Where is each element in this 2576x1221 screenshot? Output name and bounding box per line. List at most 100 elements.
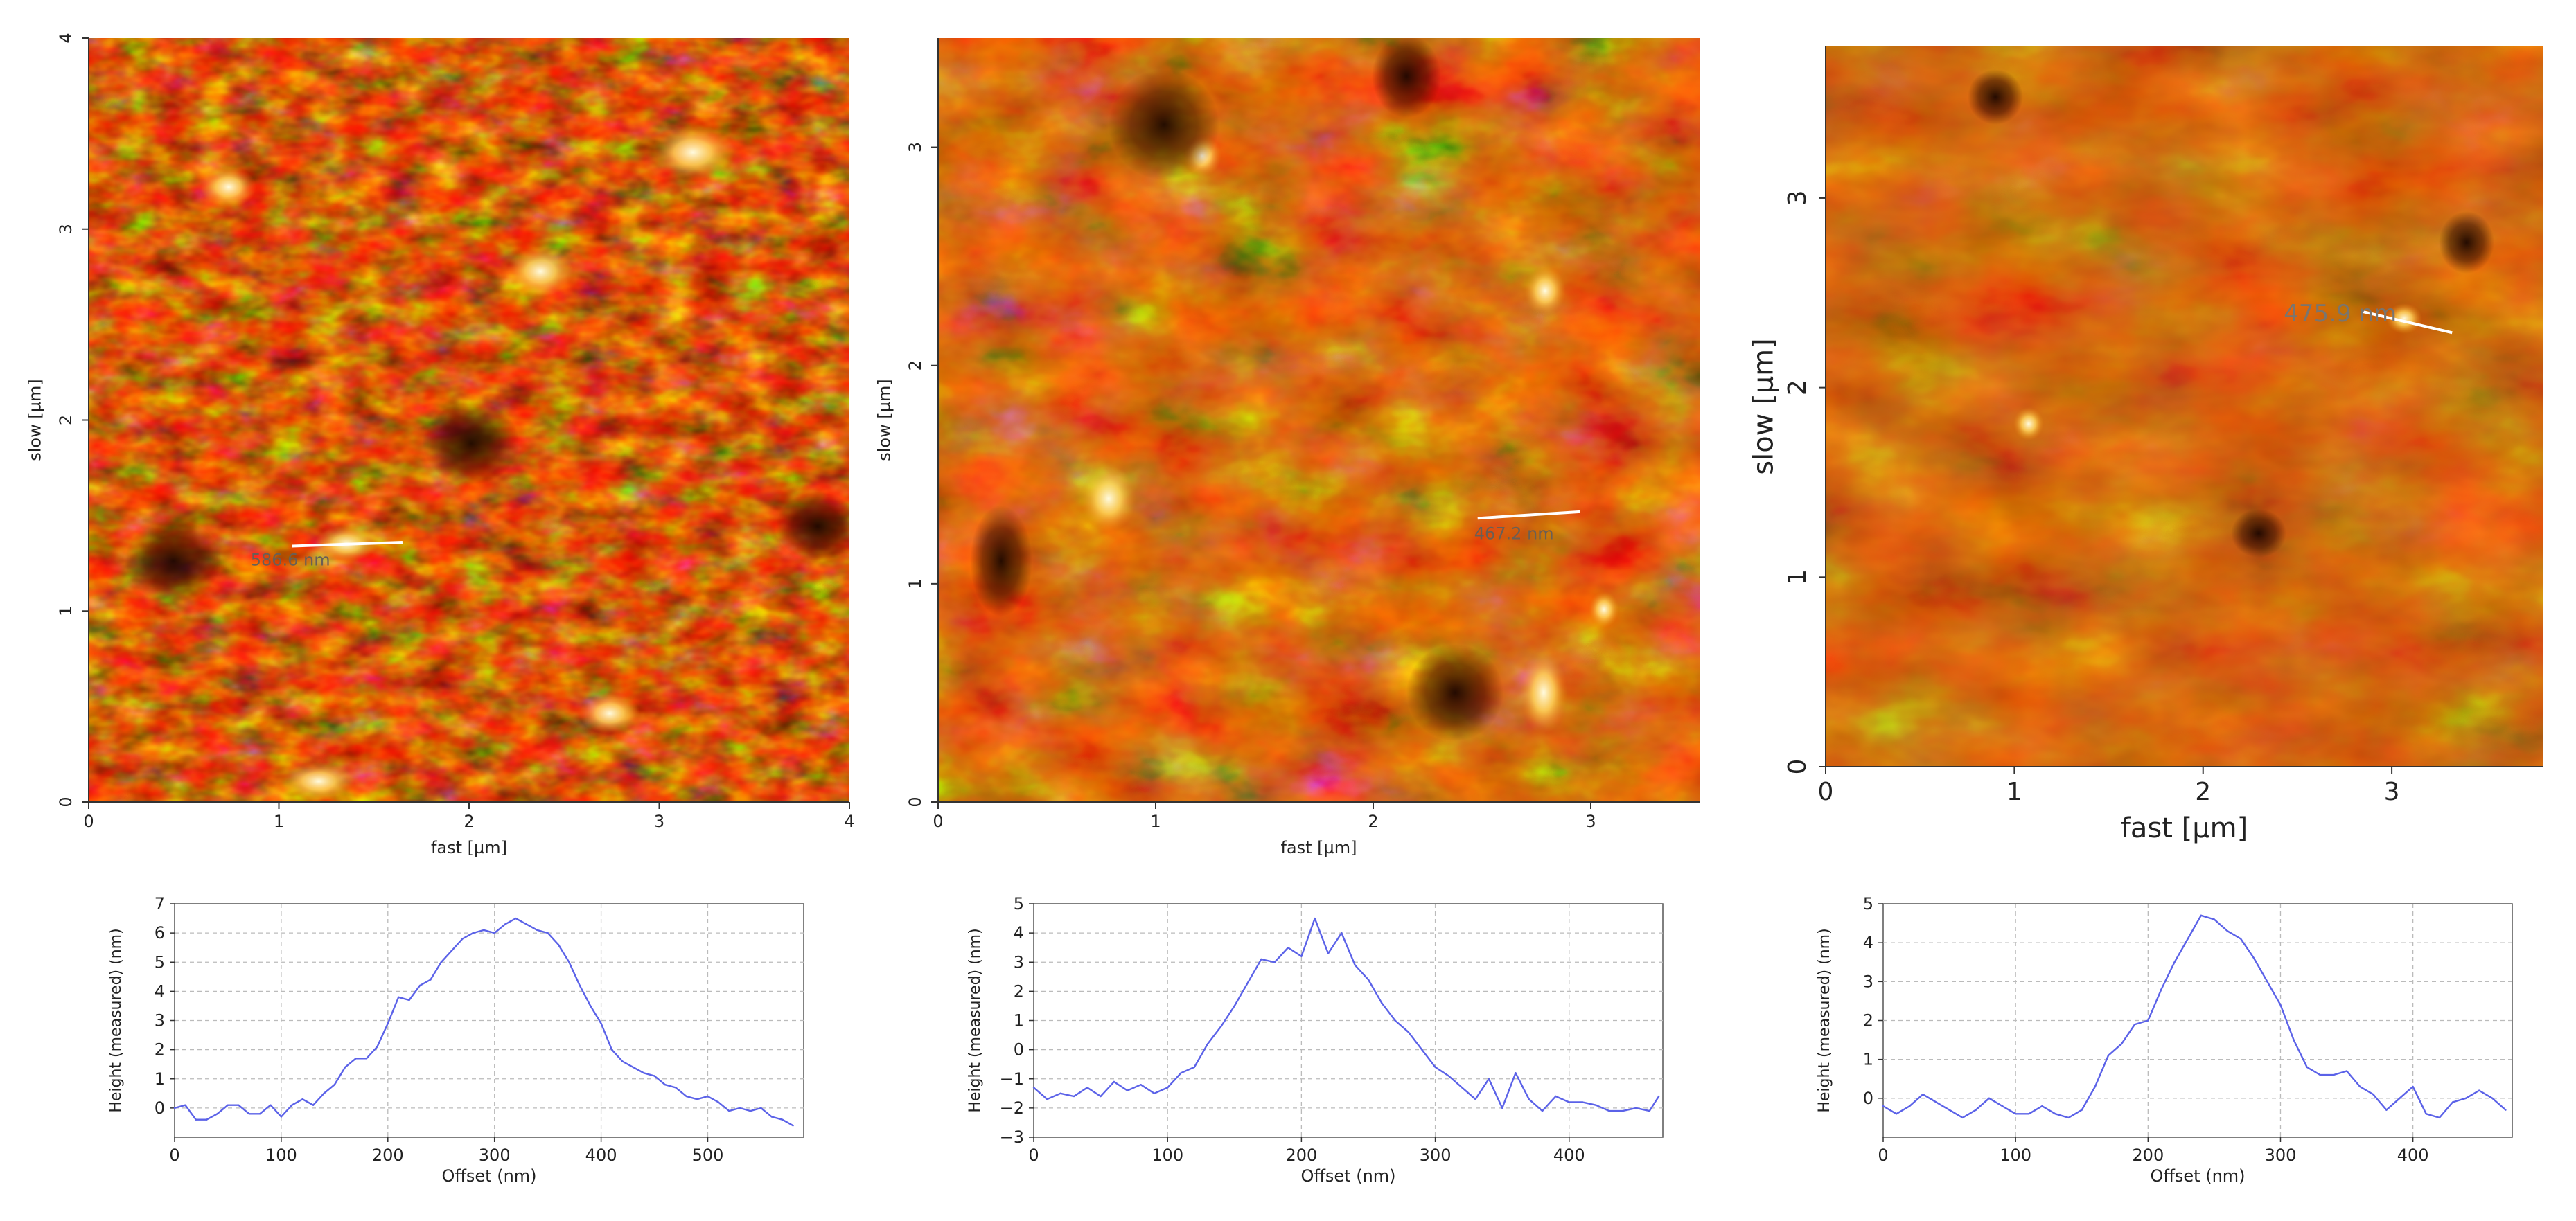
data-point — [2028, 1113, 2030, 1115]
x-tick-label: 300 — [1420, 1146, 1452, 1165]
data-point — [270, 1104, 272, 1106]
data-point — [1233, 1005, 1236, 1007]
data-point — [2319, 1073, 2321, 1076]
y-tick-label: 3 — [906, 142, 925, 152]
y-tick-label: 1 — [155, 1069, 165, 1089]
y-tick-label: −1 — [1000, 1069, 1024, 1089]
y-tick-label: 0 — [1014, 1040, 1024, 1060]
data-point — [1032, 1087, 1035, 1089]
afm-panel-c: 475.9 nm 0 1 2 3 0 1 2 3 fast [µm] slow [µm] — [1747, 46, 2543, 844]
y-tick-label: 2 — [1014, 981, 1024, 1001]
y-tick-label: 4 — [1863, 933, 1873, 952]
data-point — [1180, 1072, 1182, 1074]
data-point — [2041, 1105, 2043, 1107]
x-axis-label: Offset (nm) — [2150, 1166, 2245, 1186]
data-point — [707, 1095, 709, 1098]
x-axis-label: fast [µm] — [2121, 812, 2248, 844]
data-point — [2293, 1039, 2295, 1041]
data-point — [280, 1116, 283, 1118]
data-point — [408, 999, 410, 1001]
afm-panel-b: 467.2 nm 0 1 2 3 0 1 2 3 fast [µm] slow [µm] — [875, 38, 1700, 857]
data-point — [1314, 917, 1316, 920]
data-point — [2372, 1094, 2374, 1096]
data-point — [685, 1095, 687, 1098]
data-point — [376, 1046, 378, 1048]
x-tick-label: 2 — [2195, 778, 2211, 806]
data-point — [248, 1113, 250, 1115]
data-point — [760, 1107, 762, 1109]
data-point — [1300, 955, 1303, 958]
data-point — [1341, 932, 1343, 934]
data-point — [238, 1104, 240, 1106]
data-point — [2478, 1089, 2480, 1091]
data-point — [344, 1066, 346, 1069]
data-point — [430, 979, 432, 981]
measurement-line-c[interactable] — [2363, 310, 2453, 335]
data-point — [2200, 914, 2202, 917]
data-point — [2399, 1097, 2401, 1100]
data-point — [1434, 1066, 1436, 1069]
measurement-label-a: 586.6 nm — [251, 550, 330, 569]
measurement-line-a[interactable] — [292, 540, 403, 548]
data-point — [1648, 1109, 1650, 1112]
x-tick-label: 4 — [844, 812, 854, 831]
y-tick-label: 3 — [155, 1011, 165, 1031]
y-tick-label: 3 — [1783, 190, 1812, 206]
y-tick-label: 0 — [1783, 759, 1812, 775]
data-point — [568, 961, 570, 963]
afm-axes-a: 0 1 2 3 4 0 1 2 3 4 fast [µm] slow [µm] — [26, 33, 855, 857]
data-point — [1260, 958, 1262, 961]
y-tick-label: 7 — [155, 894, 165, 913]
data-point — [1046, 1098, 1048, 1100]
measurement-line-b[interactable] — [1477, 510, 1580, 520]
data-point — [1167, 1087, 1169, 1089]
data-point — [717, 1101, 720, 1103]
data-point — [1975, 1109, 1977, 1111]
y-tick-label: 2 — [155, 1040, 165, 1060]
y-tick-label: 0 — [56, 796, 76, 807]
data-point — [2187, 938, 2189, 940]
x-axis-label: Offset (nm) — [441, 1166, 536, 1186]
data-point — [1568, 1101, 1570, 1103]
data-point — [2173, 961, 2176, 963]
afm-panel-a: 586.6 nm 0 1 2 3 4 0 1 2 3 4 fast [µm] slow [µm] — [26, 33, 855, 857]
data-point — [696, 1098, 698, 1100]
data-point — [1421, 1049, 1423, 1051]
data-point — [227, 1104, 229, 1106]
data-point — [547, 932, 549, 934]
data-point — [1948, 1109, 1950, 1111]
data-point — [440, 961, 442, 963]
y-axis-label: slow [µm] — [26, 379, 45, 461]
data-point — [1273, 961, 1276, 963]
afm-axes-b: 0 1 2 3 0 1 2 3 fast [µm] slow [µm] — [875, 38, 1700, 857]
data-point — [1922, 1094, 1924, 1096]
data-point — [1354, 964, 1356, 966]
data-point — [515, 917, 517, 920]
x-tick-label: 200 — [2132, 1146, 2164, 1165]
data-point — [1220, 1025, 1222, 1028]
data-point — [2438, 1116, 2441, 1119]
data-point — [675, 1087, 677, 1089]
y-tick-label: 2 — [1863, 1011, 1873, 1031]
data-point — [1961, 1116, 1964, 1119]
x-tick-label: 3 — [654, 812, 664, 831]
y-tick-label: 0 — [155, 1098, 165, 1118]
data-point — [579, 984, 581, 987]
data-point — [632, 1066, 634, 1069]
data-point — [258, 1113, 261, 1115]
x-tick-label: 200 — [1285, 1146, 1317, 1165]
data-point — [1515, 1072, 1517, 1074]
profile-chart-b: 0 100 200 300 400 −3 −2 −1 0 1 2 3 4 5 Offset (nm) Heig… — [967, 894, 1664, 1186]
data-point — [2279, 1004, 2282, 1006]
data-point — [1501, 1107, 1503, 1109]
data-point — [1555, 1095, 1557, 1098]
data-point — [2345, 1070, 2348, 1072]
data-point — [1140, 1084, 1142, 1086]
data-point — [782, 1118, 784, 1121]
data-point — [2359, 1085, 2361, 1088]
data-point — [2385, 1109, 2388, 1111]
data-point — [333, 1084, 335, 1086]
profile-chart-c: 0 100 200 300 400 0 1 2 3 4 5 Offset (nm) Height (me… — [1816, 894, 2513, 1186]
x-tick-label: 1 — [274, 812, 284, 831]
data-point — [461, 938, 464, 940]
